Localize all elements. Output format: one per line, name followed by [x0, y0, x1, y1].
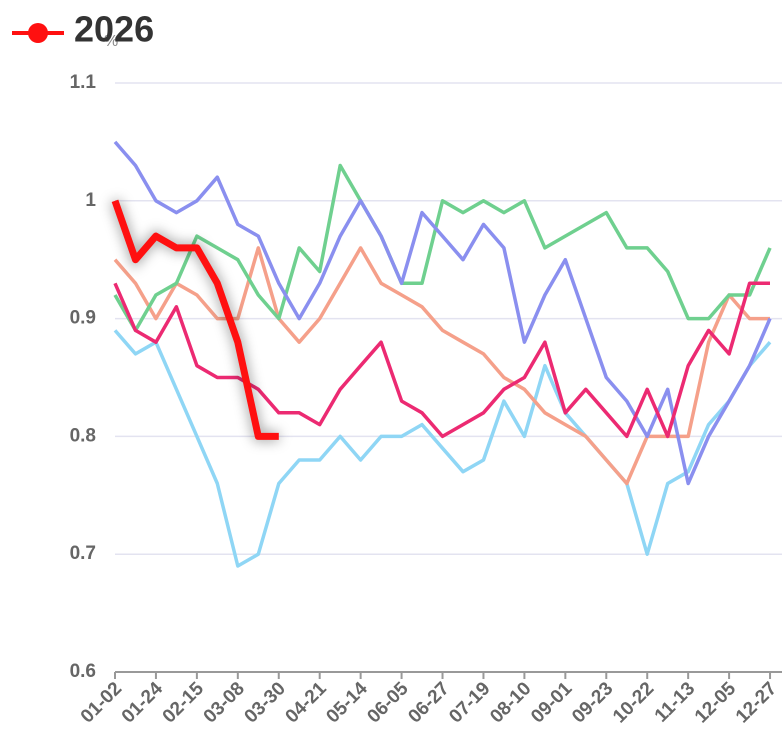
- x-tick-label: 03-08: [200, 678, 249, 727]
- y-tick-label: 1.1: [70, 72, 97, 93]
- y-unit: %: [104, 33, 118, 50]
- legend-marker: [28, 23, 48, 43]
- series-line: [113, 140, 772, 486]
- x-tick-label: 09-23: [568, 678, 617, 727]
- x-tick-label: 12-05: [691, 678, 741, 728]
- x-tick-label: 01-24: [118, 678, 168, 728]
- x-tick-label: 09-01: [527, 678, 577, 728]
- x-tick-label: 04-21: [282, 678, 332, 728]
- series-line: [111, 199, 279, 440]
- y-tick-label: 0.6: [70, 661, 96, 682]
- x-tick-label: 08-10: [486, 678, 535, 727]
- x-tick-label: 12-27: [732, 678, 781, 727]
- y-tick-label: 0.7: [70, 543, 96, 564]
- x-tick-label: 10-22: [609, 678, 658, 727]
- series-line: [113, 329, 772, 568]
- series-line: [113, 163, 772, 333]
- x-tick-label: 05-14: [323, 678, 373, 728]
- y-tick-label: 1: [85, 190, 96, 211]
- x-tick-label: 11-13: [651, 678, 699, 726]
- legend-label: 2026: [74, 9, 154, 50]
- x-tick-label: 03-30: [241, 678, 290, 727]
- x-tick-label: 07-19: [445, 678, 494, 727]
- x-tick-label: 06-05: [363, 678, 413, 728]
- x-tick-label: 01-02: [77, 678, 126, 727]
- x-tick-label: 02-15: [159, 678, 209, 728]
- series-line: [113, 281, 770, 439]
- y-tick-label: 0.8: [70, 425, 96, 446]
- y-tick-label: 0.9: [70, 308, 96, 329]
- series-line: [113, 246, 770, 486]
- x-tick-label: 06-27: [404, 678, 453, 727]
